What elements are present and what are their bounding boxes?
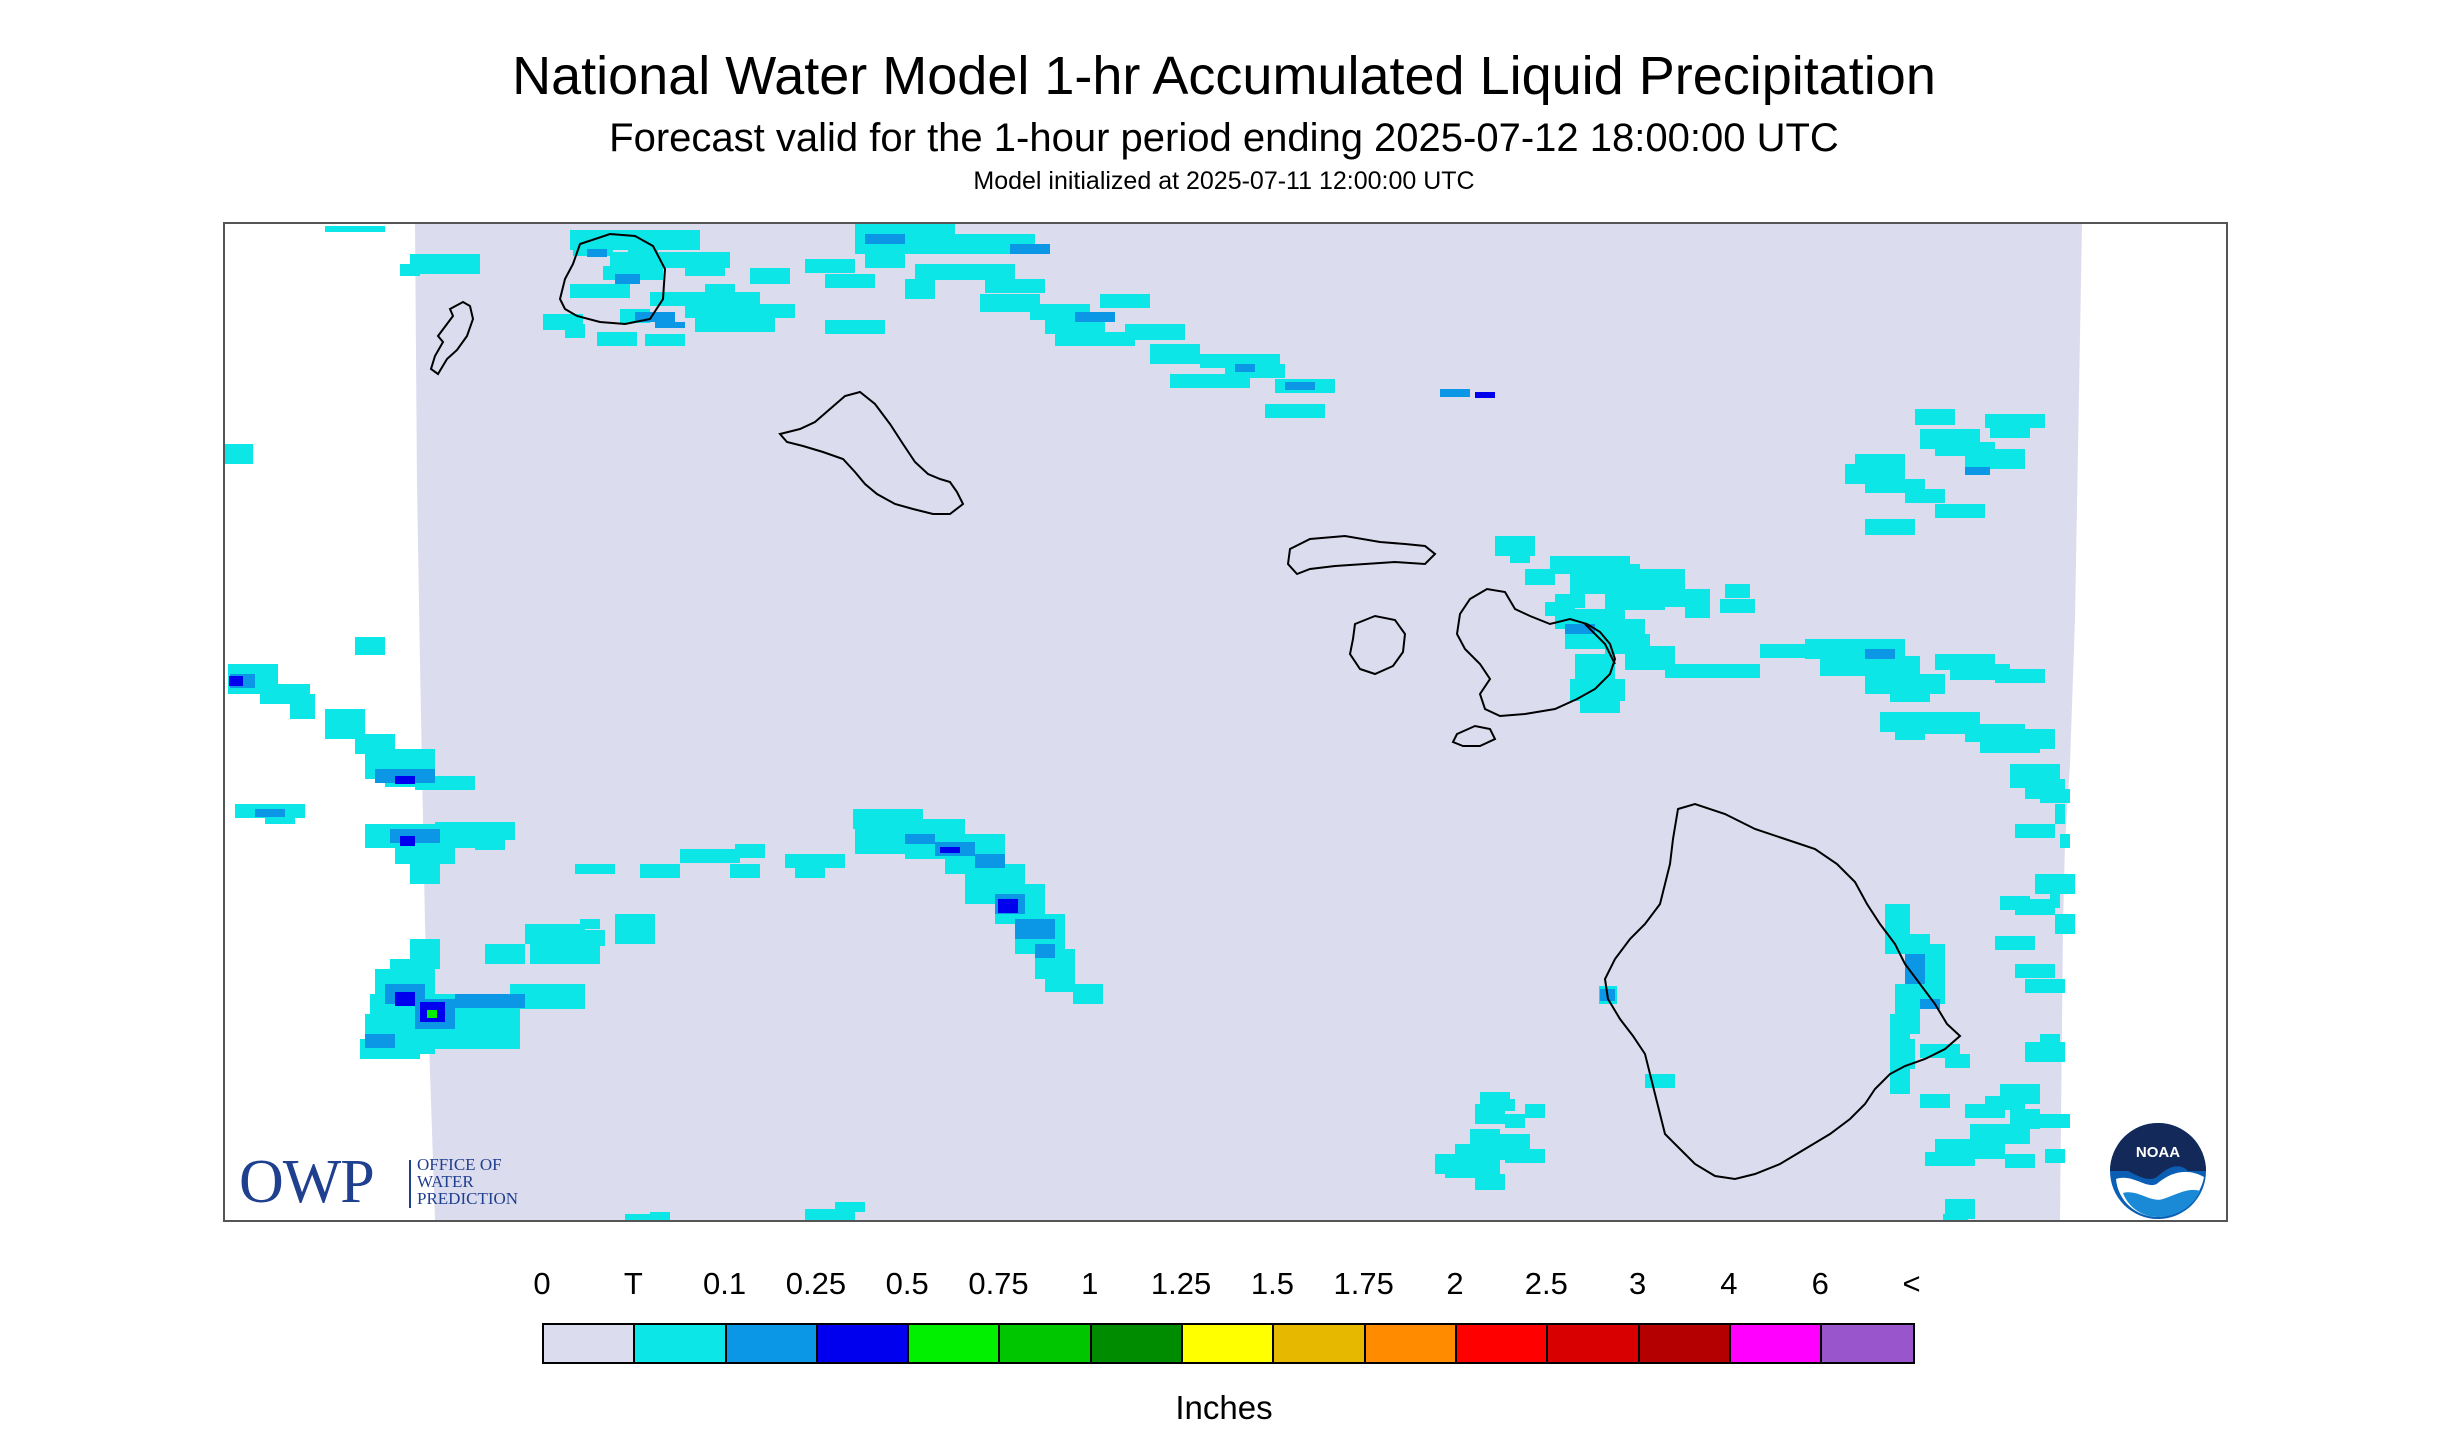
legend-swatch — [1365, 1325, 1457, 1362]
legend-tick-label: 4 — [1720, 1266, 1738, 1301]
chart-subtitle: Forecast valid for the 1-hour period end… — [609, 116, 1839, 160]
owp-name-line-3: PREDICTION — [417, 1189, 519, 1208]
model-init-line: Model initialized at 2025-07-11 12:00:00… — [973, 167, 1475, 195]
legend-swatch — [1274, 1325, 1366, 1362]
legend-tick-label: 0.75 — [968, 1266, 1029, 1301]
legend-tick-label: 1.25 — [1150, 1266, 1212, 1301]
legend-tick-label: 0.1 — [703, 1266, 747, 1301]
legend-swatch — [1091, 1325, 1184, 1362]
owp-divider — [409, 1160, 411, 1208]
legend-swatch — [635, 1325, 727, 1362]
legend-swatch — [1183, 1325, 1275, 1362]
legend-swatch — [909, 1325, 1001, 1362]
hawaii-map — [225, 224, 2082, 1220]
chart-title: National Water Model 1-hr Accumulated Li… — [512, 46, 1936, 106]
legend-swatch — [817, 1325, 910, 1362]
legend-swatch — [1822, 1325, 1914, 1362]
legend-swatch — [726, 1325, 818, 1362]
legend-swatch — [1639, 1325, 1731, 1362]
legend-labels: 0 T 0.1 0.25 0.5 0.75 1 1.25 1.5 1.75 2 2.5 3 4 6 < — [0, 1266, 2448, 1306]
legend-tick-label: 0.5 — [885, 1266, 929, 1301]
noaa-logo-text: NOAA — [2136, 1144, 2180, 1161]
legend-swatch — [1456, 1325, 1549, 1362]
legend-tick-label: 1.75 — [1333, 1266, 1394, 1301]
model-domain — [415, 224, 2082, 1220]
legend-tick-label: < — [1902, 1266, 1921, 1301]
legend-colorbar — [542, 1323, 1916, 1364]
legend-tick-label: 6 — [1811, 1266, 1829, 1301]
legend-swatch — [1000, 1325, 1092, 1362]
owp-name-line-1: OFFICE OF — [417, 1155, 502, 1174]
owp-name-line-2: WATER — [417, 1172, 474, 1191]
legend-swatch — [544, 1325, 636, 1362]
legend-tick-label: T — [623, 1266, 643, 1301]
legend-tick-label: 3 — [1628, 1266, 1647, 1301]
owp-abbrev: OWP — [239, 1148, 375, 1216]
legend-tick-label: 2 — [1446, 1266, 1464, 1301]
legend-tick-label: 2.5 — [1524, 1266, 1568, 1301]
map-panel: OWP OFFICE OF WATER PREDICTION NOAA — [223, 222, 2228, 1222]
legend-tick-label: 0 — [533, 1266, 551, 1301]
legend-units: Inches — [1175, 1389, 1273, 1426]
precip-field-green — [427, 1010, 437, 1018]
legend-swatch — [1730, 1325, 1823, 1362]
precip-field-dark — [229, 392, 1495, 1022]
coastlines — [429, 232, 1962, 1181]
legend-tick-label: 1 — [1081, 1266, 1099, 1301]
owp-logo: OWP OFFICE OF WATER PREDICTION — [239, 1148, 559, 1216]
legend-tick-label: 1.5 — [1250, 1266, 1294, 1301]
owp-name: OFFICE OF WATER PREDICTION — [417, 1156, 518, 1207]
noaa-logo-icon: NOAA — [2110, 1123, 2206, 1219]
legend-tick-label: 0.25 — [785, 1266, 847, 1301]
legend-swatch — [1548, 1325, 1640, 1362]
